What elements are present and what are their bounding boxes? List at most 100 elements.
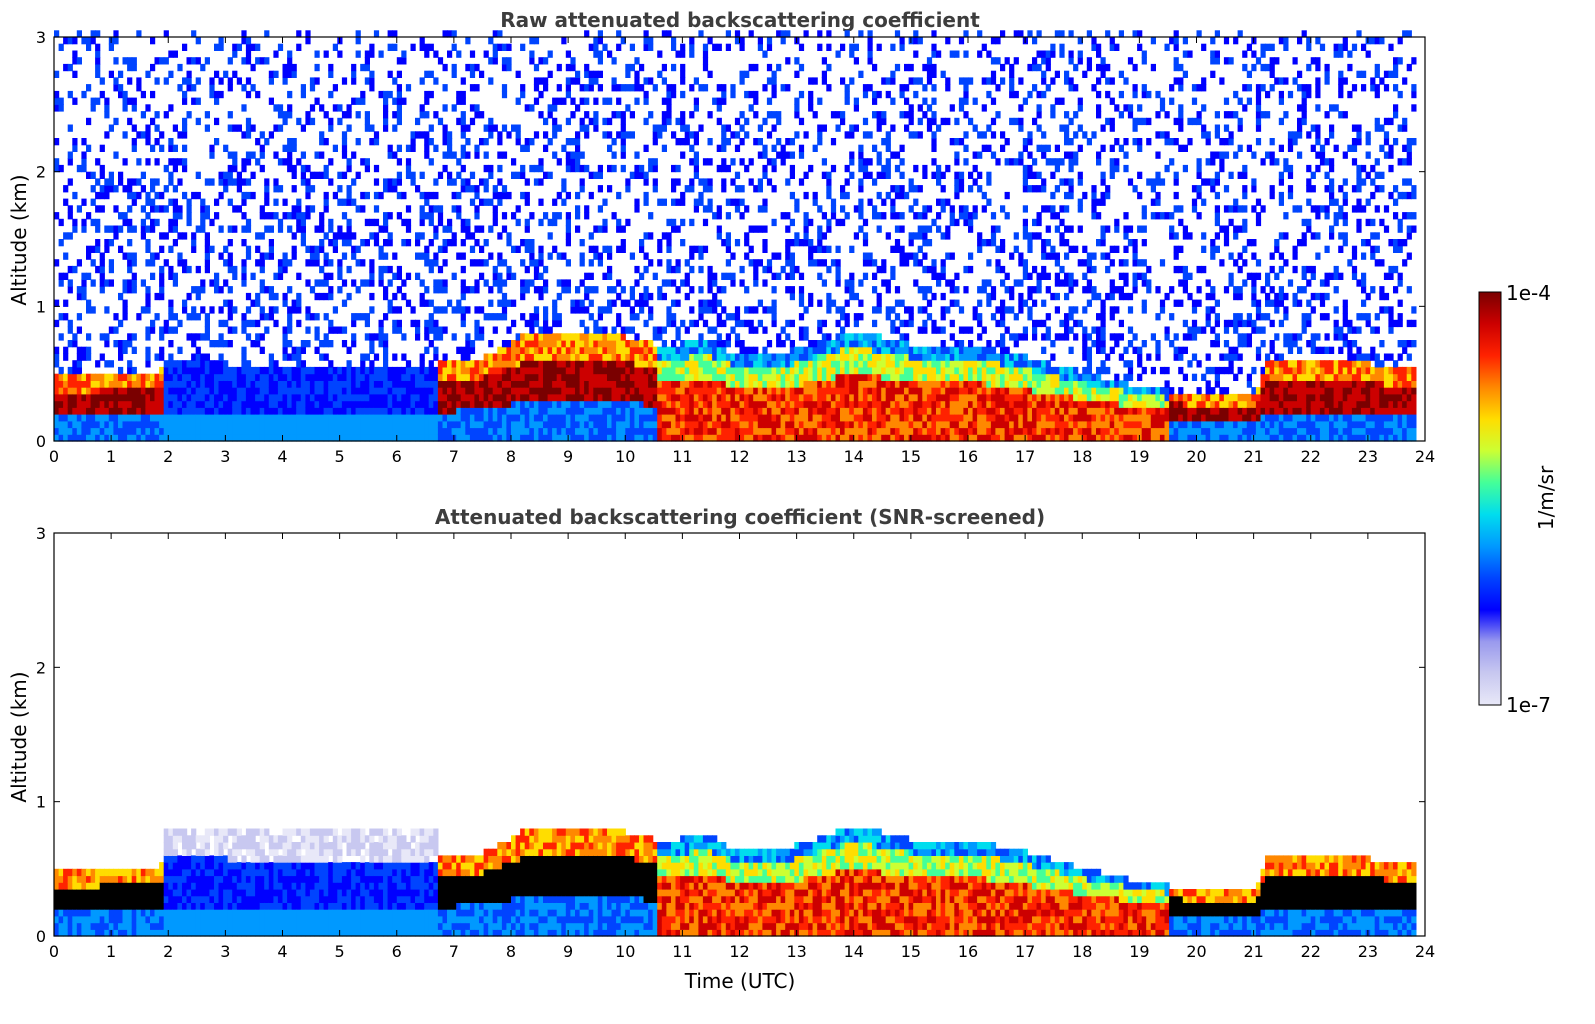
heatmap-cell [524, 414, 530, 422]
heatmap-cell [584, 414, 590, 422]
heatmap-cell [204, 333, 210, 341]
heatmap-cell [268, 387, 274, 395]
heatmap-cell [214, 286, 220, 294]
heatmap-cell [780, 427, 786, 435]
heatmap-cell [666, 218, 672, 227]
heatmap-cell [812, 420, 818, 429]
heatmap-cell [419, 353, 425, 361]
heatmap-cell [657, 353, 663, 361]
heatmap-cell [890, 434, 896, 442]
heatmap-cell [588, 414, 594, 422]
heatmap-cell [287, 393, 293, 402]
heatmap-cell [172, 144, 178, 152]
heatmap-cell [702, 218, 709, 227]
heatmap-cell [515, 97, 521, 105]
heatmap-cell [853, 414, 859, 422]
heatmap-cell [734, 414, 741, 422]
heatmap-cell [693, 427, 699, 435]
heatmap-cell [748, 387, 754, 395]
heatmap-cell [602, 366, 608, 375]
heatmap-cell [337, 117, 343, 126]
heatmap-cell [529, 434, 535, 442]
heatmap-cell [90, 306, 96, 314]
heatmap-cell [127, 333, 133, 341]
heatmap-cell [86, 43, 92, 51]
heatmap-cell [707, 360, 713, 368]
heatmap-cell [218, 306, 224, 314]
heatmap-cell [579, 387, 585, 395]
heatmap-cell [474, 407, 480, 415]
heatmap-cell [351, 77, 357, 85]
heatmap-cell [680, 50, 686, 58]
heatmap-cell [259, 313, 265, 321]
heatmap-cell [465, 218, 471, 227]
heatmap-cell [849, 124, 855, 132]
heatmap-cell [72, 400, 78, 408]
heatmap-cell [671, 43, 677, 51]
heatmap-cell [163, 387, 169, 395]
heatmap-cell [437, 57, 444, 65]
heatmap-cell [739, 212, 745, 220]
heatmap-cell [383, 400, 389, 408]
heatmap-cell [99, 400, 105, 408]
heatmap-cell [460, 393, 466, 402]
heatmap-cell [214, 70, 220, 78]
heatmap-cell [689, 414, 695, 422]
heatmap-cell [296, 30, 302, 38]
heatmap-cell [506, 265, 512, 274]
heatmap-cell [661, 407, 667, 415]
heatmap-cell [762, 239, 768, 247]
heatmap-cell [54, 400, 60, 408]
heatmap-cell [136, 158, 142, 166]
heatmap-cell [54, 299, 60, 307]
heatmap-cell [58, 239, 64, 247]
heatmap-cell [716, 144, 722, 152]
heatmap-cell [524, 360, 530, 368]
heatmap-cell [415, 434, 421, 442]
heatmap-cell [131, 138, 137, 146]
heatmap-cell [597, 326, 603, 334]
heatmap-cell [95, 30, 101, 38]
heatmap-cell [881, 434, 887, 442]
heatmap-cell [319, 265, 325, 274]
heatmap-cell [666, 104, 672, 112]
heatmap-cell [830, 353, 837, 361]
heatmap-cell [232, 366, 238, 375]
heatmap-cell [287, 366, 293, 375]
heatmap-cell [812, 366, 818, 375]
heatmap-cell [689, 84, 695, 92]
heatmap-cell [63, 37, 69, 45]
heatmap-cell [506, 299, 512, 307]
heatmap-cell [766, 366, 773, 375]
heatmap-cell [460, 373, 466, 381]
heatmap-cell [204, 326, 210, 334]
heatmap-cell [145, 353, 151, 361]
heatmap-cell [273, 366, 279, 375]
heatmap-cell [447, 299, 453, 307]
heatmap-cell [762, 407, 768, 415]
heatmap-cell [99, 164, 105, 173]
heatmap-cell [766, 420, 773, 429]
heatmap-cell [520, 313, 526, 321]
heatmap-cell [150, 63, 156, 72]
heatmap-cell [364, 77, 370, 85]
heatmap-cell [67, 212, 73, 220]
heatmap-cell [766, 387, 773, 395]
heatmap-cell [469, 70, 476, 78]
heatmap-cell [150, 252, 156, 260]
heatmap-cell [524, 366, 530, 375]
heatmap-cell [355, 400, 361, 408]
heatmap-cell [223, 178, 229, 186]
heatmap-cell [465, 346, 471, 354]
heatmap-cell [191, 434, 197, 442]
heatmap-cell [177, 373, 183, 381]
heatmap-cell [698, 380, 704, 388]
heatmap-cell [766, 434, 773, 442]
heatmap-cell [501, 434, 508, 442]
heatmap-cell [552, 245, 558, 253]
heatmap-cell [643, 366, 649, 375]
heatmap-cell [744, 353, 750, 361]
heatmap-cell [405, 218, 412, 227]
heatmap-cell [730, 198, 736, 206]
heatmap-cell [634, 84, 640, 92]
